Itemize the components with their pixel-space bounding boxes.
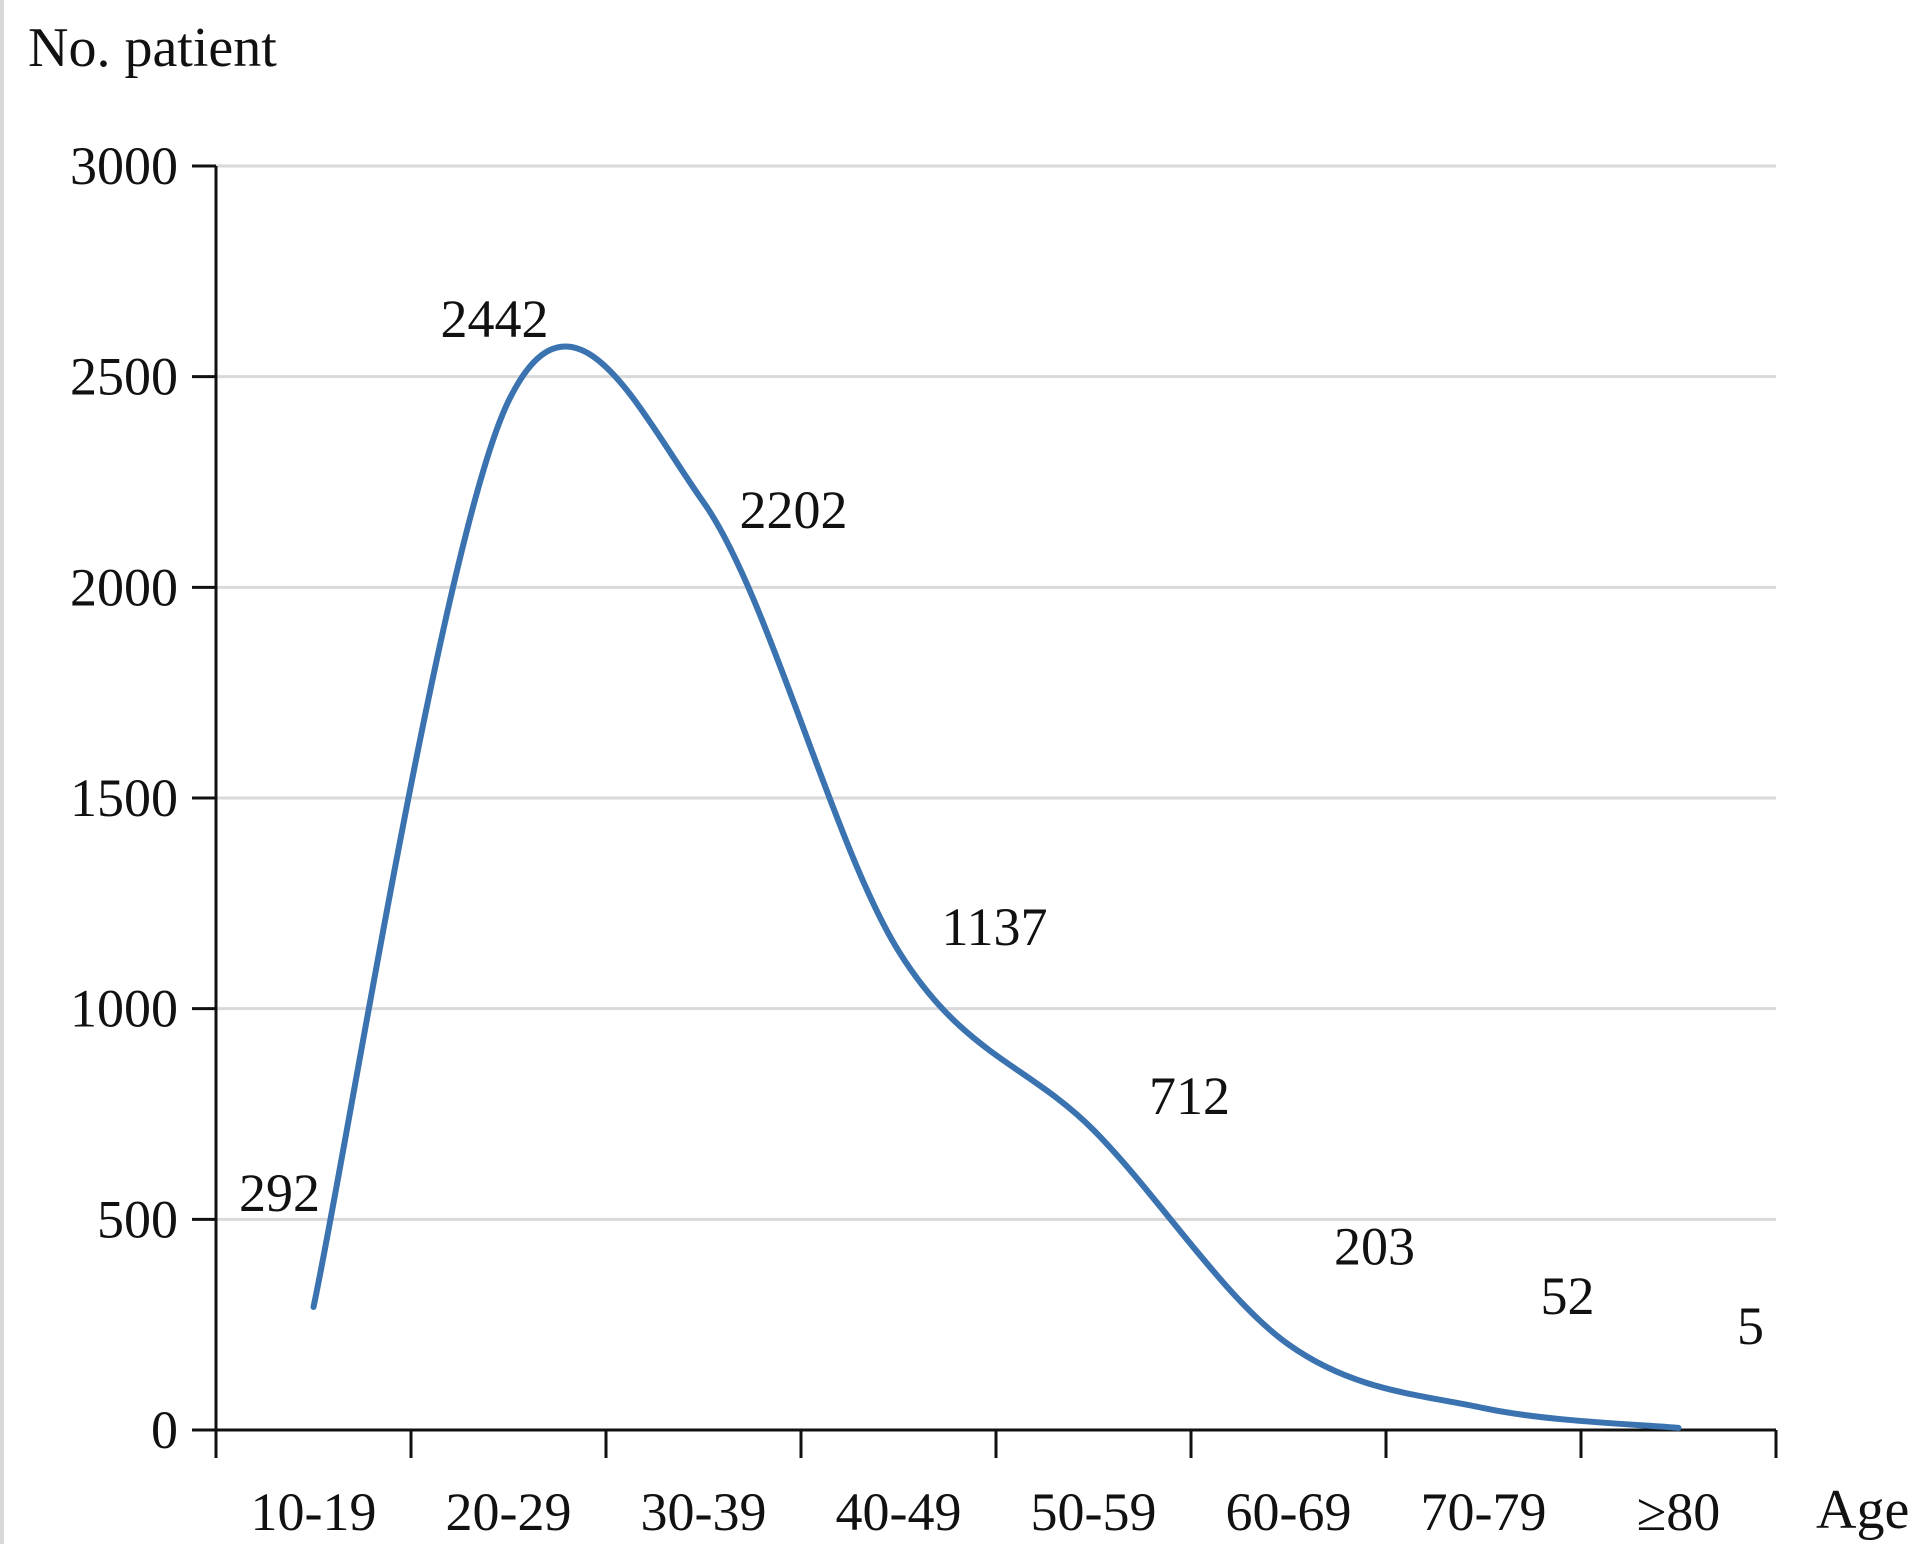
x-tick-label: 40-49 bbox=[836, 1482, 962, 1542]
x-tick-label: 70-79 bbox=[1421, 1482, 1547, 1542]
y-axis-title: No. patient bbox=[28, 17, 277, 79]
data-label: 2442 bbox=[441, 289, 549, 349]
chart-canvas: 0 500 1000 1500 2000 2500 3000 10-19 20-29 30-39 4… bbox=[28, 17, 1909, 1542]
y-tick-label: 2500 bbox=[70, 347, 178, 407]
data-label: 292 bbox=[239, 1163, 320, 1223]
data-labels: 292 2442 2202 1137 712 203 52 5 bbox=[239, 289, 1764, 1356]
y-tick-label: 500 bbox=[97, 1189, 178, 1249]
x-tick-label: 20-29 bbox=[446, 1482, 572, 1542]
gridlines bbox=[216, 164, 1776, 1221]
y-tick-label: 1500 bbox=[70, 768, 178, 828]
x-tick-label: ≥80 bbox=[1637, 1482, 1721, 1542]
y-tick-label: 0 bbox=[151, 1400, 178, 1460]
data-label: 5 bbox=[1737, 1296, 1764, 1356]
y-tick-label: 3000 bbox=[70, 136, 178, 196]
data-label: 2202 bbox=[740, 480, 848, 540]
series-layer bbox=[310, 343, 1682, 1431]
data-label: 203 bbox=[1334, 1216, 1415, 1276]
data-label: 1137 bbox=[942, 897, 1048, 957]
x-tick-label: 30-39 bbox=[641, 1482, 767, 1542]
x-axis-title: Age bbox=[1816, 1479, 1909, 1541]
data-label: 52 bbox=[1541, 1266, 1595, 1326]
y-tick-label: 2000 bbox=[70, 557, 178, 617]
axes: 0 500 1000 1500 2000 2500 3000 10-19 20-29 30-39 4… bbox=[70, 136, 1778, 1542]
x-tick-label: 60-69 bbox=[1226, 1482, 1352, 1542]
x-tick-label: 50-59 bbox=[1031, 1482, 1157, 1542]
y-tick-label: 1000 bbox=[70, 979, 178, 1039]
series-line bbox=[310, 343, 1682, 1431]
data-label: 712 bbox=[1149, 1066, 1230, 1126]
x-tick-label: 10-19 bbox=[251, 1482, 377, 1542]
